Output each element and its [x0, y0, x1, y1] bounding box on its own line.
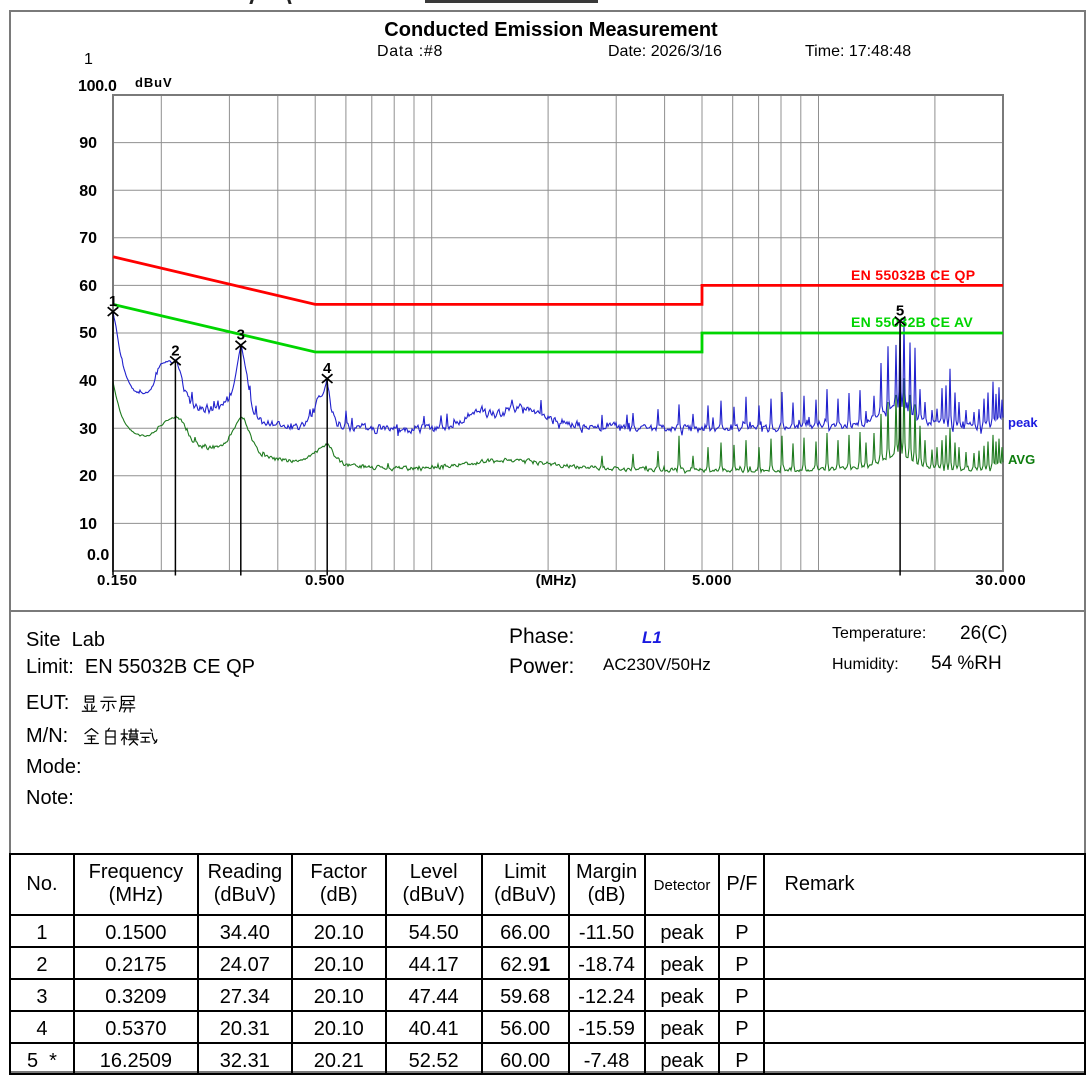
svg-text:5: 5 [896, 303, 904, 320]
svg-text:2: 2 [171, 342, 179, 359]
svg-text:peak: peak [1008, 415, 1038, 430]
svg-text:EN 55032B CE QP: EN 55032B CE QP [851, 267, 975, 283]
svg-text:AVG: AVG [1008, 452, 1035, 467]
svg-text:EN 55032B CE AV: EN 55032B CE AV [851, 314, 973, 330]
svg-text:1: 1 [109, 293, 117, 310]
svg-text:4: 4 [323, 360, 332, 377]
svg-text:3: 3 [237, 327, 245, 344]
